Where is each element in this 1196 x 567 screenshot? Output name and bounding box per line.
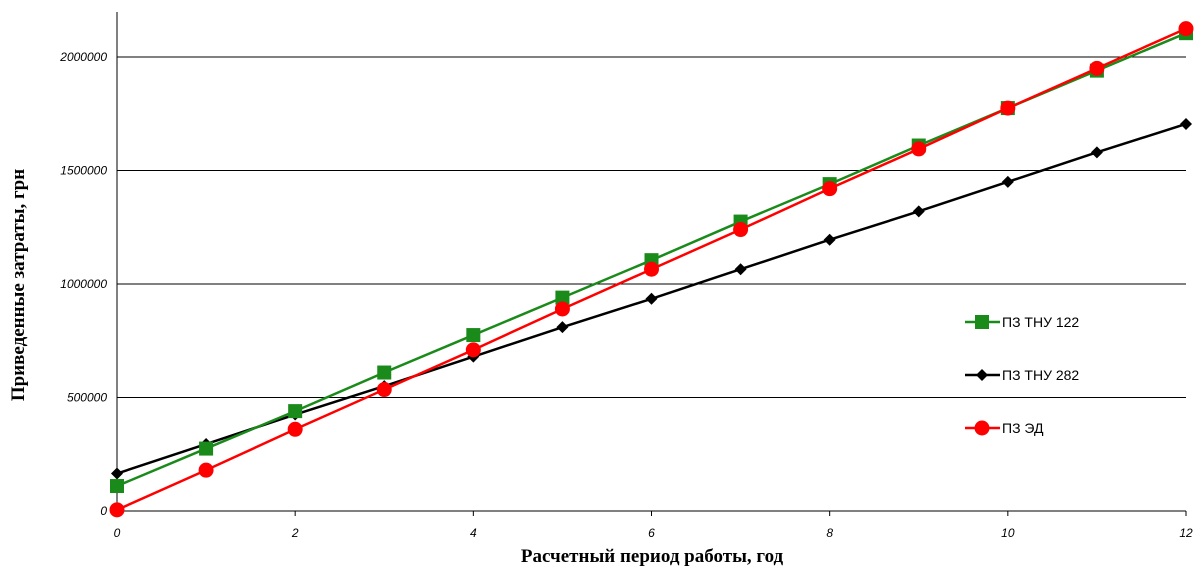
x-tick-label: 8	[826, 526, 833, 540]
data-point	[1089, 60, 1105, 76]
data-point	[554, 301, 570, 317]
data-point	[377, 365, 392, 380]
x-tick-label: 2	[291, 526, 299, 540]
y-tick-labels: 0 500000 1000000 1500000 2000000	[59, 50, 107, 518]
data-point	[1000, 100, 1016, 116]
legend-label: ПЗ ТНУ 282	[1002, 367, 1079, 383]
y-axis-label: Приведенные затраты, грн	[8, 169, 29, 401]
y-tick-label: 500000	[67, 391, 107, 405]
x-tick-labels: 0 2 4 6 8 10 12	[114, 526, 1193, 540]
data-point	[198, 462, 214, 478]
legend: ПЗ ТНУ 122 ПЗ ТНУ 282 ПЗ ЭД	[965, 314, 1079, 436]
grid-lines	[117, 56, 1186, 398]
data-point	[109, 502, 125, 518]
data-point	[823, 233, 836, 246]
y-tick-label: 2000000	[59, 50, 107, 64]
data-point	[733, 222, 749, 238]
series-group	[109, 21, 1194, 518]
data-point	[734, 263, 747, 276]
data-point	[822, 181, 838, 197]
legend-marker	[975, 315, 989, 329]
data-point	[644, 261, 659, 277]
data-point	[111, 467, 123, 480]
x-tick-label: 0	[114, 526, 121, 540]
x-tick-label: 10	[1001, 526, 1015, 540]
data-point	[1178, 21, 1194, 37]
y-tick-label: 0	[100, 504, 107, 518]
data-point	[911, 141, 927, 157]
legend-item-3: ПЗ ЭД	[965, 420, 1044, 436]
x-axis-label: Расчетный период работы, год	[521, 546, 784, 567]
data-point	[376, 382, 392, 398]
x-tick-label: 12	[1179, 526, 1193, 540]
axes	[116, 12, 1187, 516]
data-point	[466, 328, 481, 343]
legend-item-2: ПЗ ТНУ 282	[965, 367, 1079, 383]
data-point	[1180, 117, 1192, 130]
series-3	[109, 21, 1194, 518]
data-point	[556, 321, 569, 334]
data-point	[110, 479, 124, 494]
data-point	[465, 342, 481, 358]
x-tick-label: 6	[648, 526, 655, 540]
data-point	[1001, 175, 1014, 188]
legend-label: ПЗ ТНУ 122	[1002, 314, 1079, 330]
data-point	[555, 290, 570, 305]
legend-marker	[976, 369, 988, 381]
data-point	[912, 205, 925, 218]
y-tick-label: 1500000	[60, 164, 107, 178]
data-point	[645, 292, 658, 305]
data-point	[199, 441, 214, 456]
legend-marker	[974, 420, 990, 436]
legend-item-1: ПЗ ТНУ 122	[965, 314, 1079, 330]
x-tick-label: 4	[470, 526, 477, 540]
y-tick-label: 1000000	[60, 277, 107, 291]
data-point	[288, 404, 303, 419]
data-point	[287, 421, 303, 437]
data-point	[1090, 146, 1103, 159]
legend-label: ПЗ ЭД	[1002, 420, 1044, 436]
